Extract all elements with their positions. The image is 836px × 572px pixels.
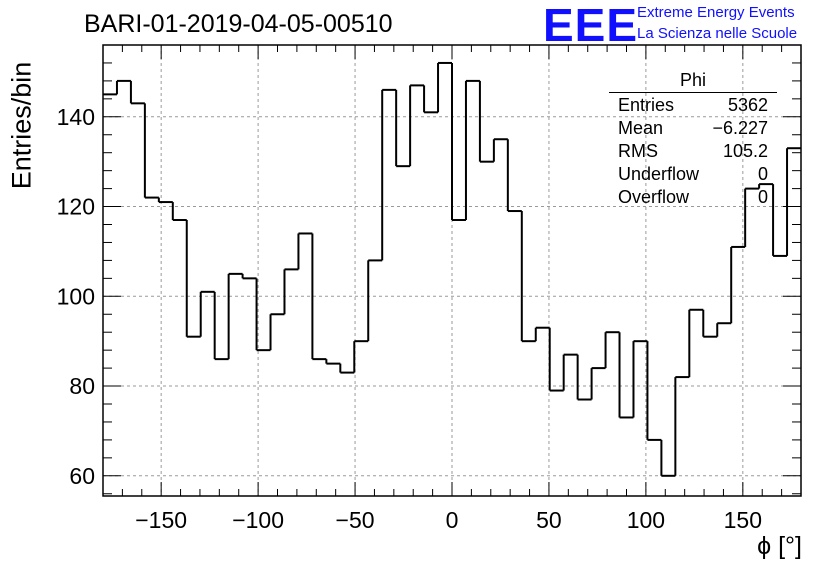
y-axis-label: Entries/bin: [6, 61, 37, 190]
stats-row-entries: Entries 5362: [609, 94, 777, 117]
stats-label: Entries: [618, 95, 675, 115]
stats-label: Underflow: [618, 164, 700, 184]
stats-row-overflow: Overflow 0: [609, 186, 777, 209]
y-tick-label: 60: [69, 463, 95, 489]
x-tick-label: 100: [627, 507, 665, 533]
y-tick-label: 100: [57, 283, 95, 309]
stats-row-mean: Mean −6.227: [609, 117, 777, 140]
x-tick-label: −100: [232, 507, 284, 533]
x-tick-label: 150: [724, 507, 762, 533]
stats-title: Phi: [609, 70, 777, 93]
y-tick-label: 80: [69, 373, 95, 399]
x-axis-label: ϕ [°]: [757, 532, 802, 560]
x-tick-label: 0: [446, 507, 459, 533]
stats-label: RMS: [618, 141, 658, 161]
x-tick-label: −50: [336, 507, 375, 533]
stats-value: 5362: [727, 95, 768, 115]
logo-tagline-2: La Scienza nelle Scuole: [637, 25, 798, 42]
stats-row-rms: RMS 105.2: [609, 140, 777, 163]
logo-tagline-1: Extreme Energy Events: [637, 4, 795, 21]
stats-label: Overflow: [618, 187, 690, 207]
stats-label: Mean: [618, 118, 664, 138]
eee-logo: EEE: [543, 0, 639, 51]
stats-value: 0: [757, 187, 768, 207]
x-tick-label: 50: [536, 507, 562, 533]
x-tick-label: −150: [135, 507, 187, 533]
y-tick-label: 120: [57, 194, 95, 220]
stats-value: 0: [757, 164, 768, 184]
run-title: BARI-01-2019-04-05-00510: [84, 10, 393, 38]
stats-box: Phi Entries 5362 Mean −6.227 RMS 105.2 U…: [609, 70, 777, 209]
stats-value: −6.227: [712, 118, 768, 138]
y-tick-label: 140: [57, 104, 95, 130]
stats-row-underflow: Underflow 0: [609, 163, 777, 186]
stats-value: 105.2: [722, 141, 768, 161]
